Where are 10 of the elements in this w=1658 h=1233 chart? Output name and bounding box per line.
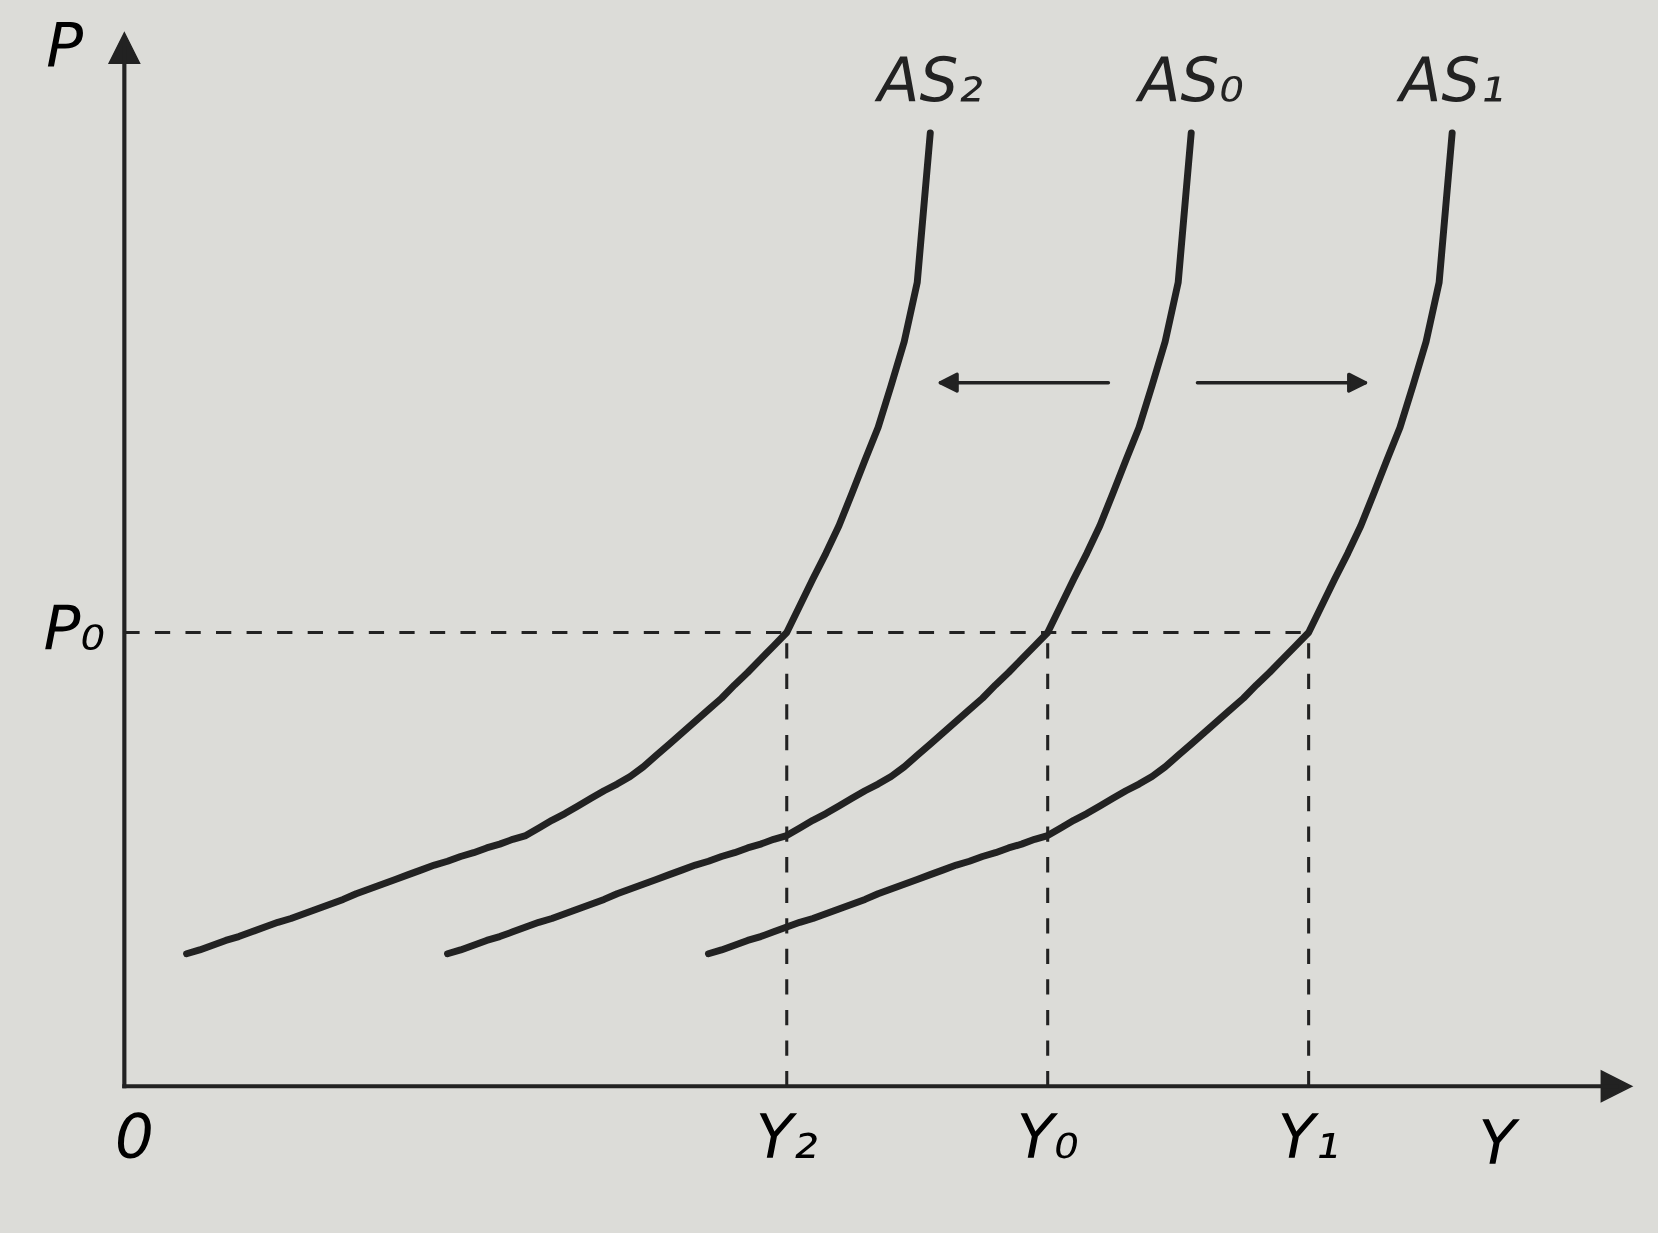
series-label: AS₂	[874, 55, 982, 103]
x-tick-label: Y₀	[1020, 1113, 1077, 1159]
x-axis-title: Y	[1482, 1119, 1520, 1164]
x-tick-label: Y₂	[759, 1113, 817, 1158]
x-tick-label: 0	[118, 1112, 151, 1159]
series-label: AS₁	[1396, 55, 1502, 103]
series-label: AS₀	[1135, 55, 1243, 103]
y-axis-title: P	[47, 21, 83, 67]
x-tick-label: Y₁	[1281, 1113, 1337, 1158]
ref-line-label: P₀	[45, 604, 104, 651]
